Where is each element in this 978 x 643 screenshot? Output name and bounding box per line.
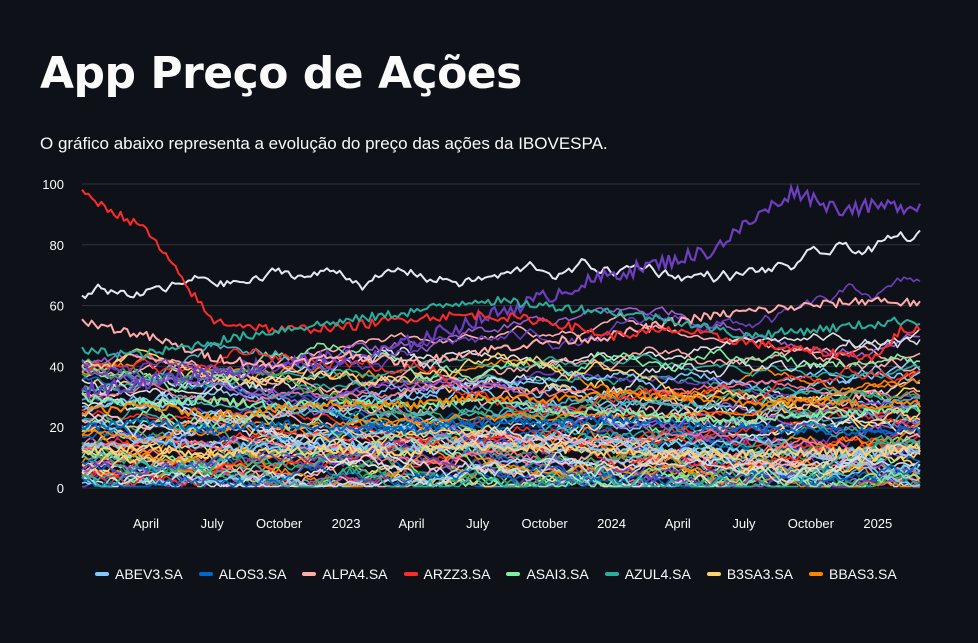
y-tick-label: 80 [50, 238, 64, 253]
legend-swatch [604, 572, 619, 576]
background-series-line [81, 428, 921, 465]
page-title: App Preço de Ações [40, 48, 522, 99]
background-series-line [81, 229, 921, 300]
legend-label: ABEV3.SA [115, 566, 183, 582]
x-tick-label: 2025 [863, 516, 892, 531]
background-series-line [81, 385, 921, 422]
background-series-line [81, 182, 922, 401]
y-tick-label: 100 [42, 177, 64, 192]
legend-item[interactable]: BBAS3.SA [809, 566, 897, 582]
series-line-arzz3-sa[interactable] [81, 189, 921, 362]
legend-swatch [809, 572, 823, 576]
legend-item[interactable]: ASAI3.SA [506, 566, 589, 582]
x-tick-label: April [133, 516, 159, 531]
legend-swatch [95, 572, 109, 576]
legend-item[interactable]: ALPA4.SA [302, 566, 388, 582]
x-tick-label: July [201, 516, 225, 531]
legend-item[interactable]: ALOS3.SA [198, 566, 287, 582]
legend-swatch [706, 572, 721, 576]
background-series-line [81, 348, 921, 431]
series-line-asai3-sa[interactable] [81, 391, 921, 427]
background-series-line [81, 371, 921, 463]
background-series-line [81, 337, 921, 403]
x-tick-label: July [732, 516, 756, 531]
legend-label: ALPA4.SA [322, 566, 388, 582]
legend-label: BBAS3.SA [829, 566, 897, 582]
page-description: O gráfico abaixo representa a evolução d… [40, 134, 608, 153]
background-series-line [81, 342, 921, 393]
chart-series-lines[interactable] [81, 189, 921, 460]
x-tick-label: October [788, 516, 835, 531]
background-series-lines [81, 182, 922, 488]
background-series-line [81, 390, 921, 451]
x-tick-label: 2023 [332, 516, 361, 531]
legend-label: AZUL4.SA [624, 566, 691, 582]
x-tick-label: July [466, 516, 490, 531]
y-tick-label: 20 [50, 420, 64, 435]
background-series-line [81, 424, 921, 477]
background-series-line [81, 437, 921, 488]
background-series-line [81, 417, 921, 454]
legend-item[interactable]: ABEV3.SA [95, 566, 183, 582]
legend-label: ALOS3.SA [218, 566, 287, 582]
legend-swatch [198, 572, 213, 576]
legend-label: B3SA3.SA [726, 566, 793, 582]
legend-item[interactable]: ARZZ3.SA [403, 566, 491, 582]
background-series-line [81, 449, 921, 488]
legend-item[interactable]: B3SA3.SA [706, 566, 793, 582]
y-axis: 0 20 40 60 80 100 [42, 177, 64, 496]
background-series-line [81, 418, 921, 474]
x-tick-label: 2024 [597, 516, 626, 531]
series-line-azul4-sa[interactable] [81, 296, 921, 360]
background-series-line [81, 418, 921, 488]
background-series-line [81, 341, 921, 427]
x-tick-label: April [665, 516, 691, 531]
chart-legend: ABEV3.SA ALOS3.SA ALPA4.SA ARZZ3.SA ASAI3.SA… [95, 566, 897, 582]
legend-swatch [403, 572, 418, 576]
series-line-b3sa3-sa[interactable] [81, 441, 921, 460]
legend-item[interactable]: AZUL4.SA [604, 566, 691, 582]
legend-label: ARZZ3.SA [423, 566, 491, 582]
x-tick-label: October [256, 516, 303, 531]
x-tick-label: October [522, 516, 569, 531]
background-series-line [81, 328, 921, 397]
y-tick-label: 40 [50, 359, 64, 374]
y-tick-label: 0 [57, 481, 64, 496]
series-line-bbas3-sa[interactable] [81, 389, 921, 421]
background-series-line [81, 461, 921, 488]
series-line-alpa4-sa[interactable] [81, 296, 921, 371]
x-axis: April July October 2023 April July October 2024… [133, 516, 892, 531]
background-series-line [81, 378, 921, 444]
stock-price-line-chart[interactable]: 0 20 40 60 80 100 April July October 2023 April Ju… [0, 170, 978, 550]
series-line-alos3-sa[interactable] [81, 413, 921, 436]
background-series-line [81, 276, 921, 380]
x-tick-label: April [399, 516, 425, 531]
legend-swatch [302, 572, 317, 576]
legend-label: ASAI3.SA [526, 566, 589, 582]
legend-swatch [506, 572, 521, 576]
y-tick-label: 60 [50, 299, 64, 314]
